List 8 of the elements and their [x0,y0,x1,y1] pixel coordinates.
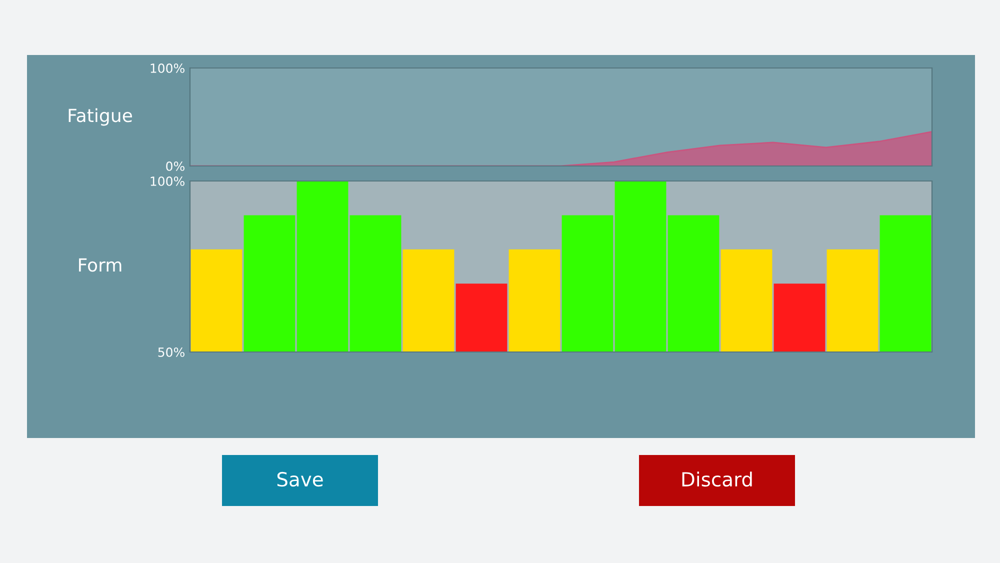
y-axis-title: Form [79,258,122,272]
y-axis-title: Fatigue [68,108,132,126]
y-tick-label: 100% [150,176,184,186]
text: Save [277,472,323,487]
y-tick-label: 0% [166,161,184,171]
y-tick-label: 100% [150,63,184,73]
y-tick-label: 50% [158,347,184,357]
text: Discard [682,472,752,487]
